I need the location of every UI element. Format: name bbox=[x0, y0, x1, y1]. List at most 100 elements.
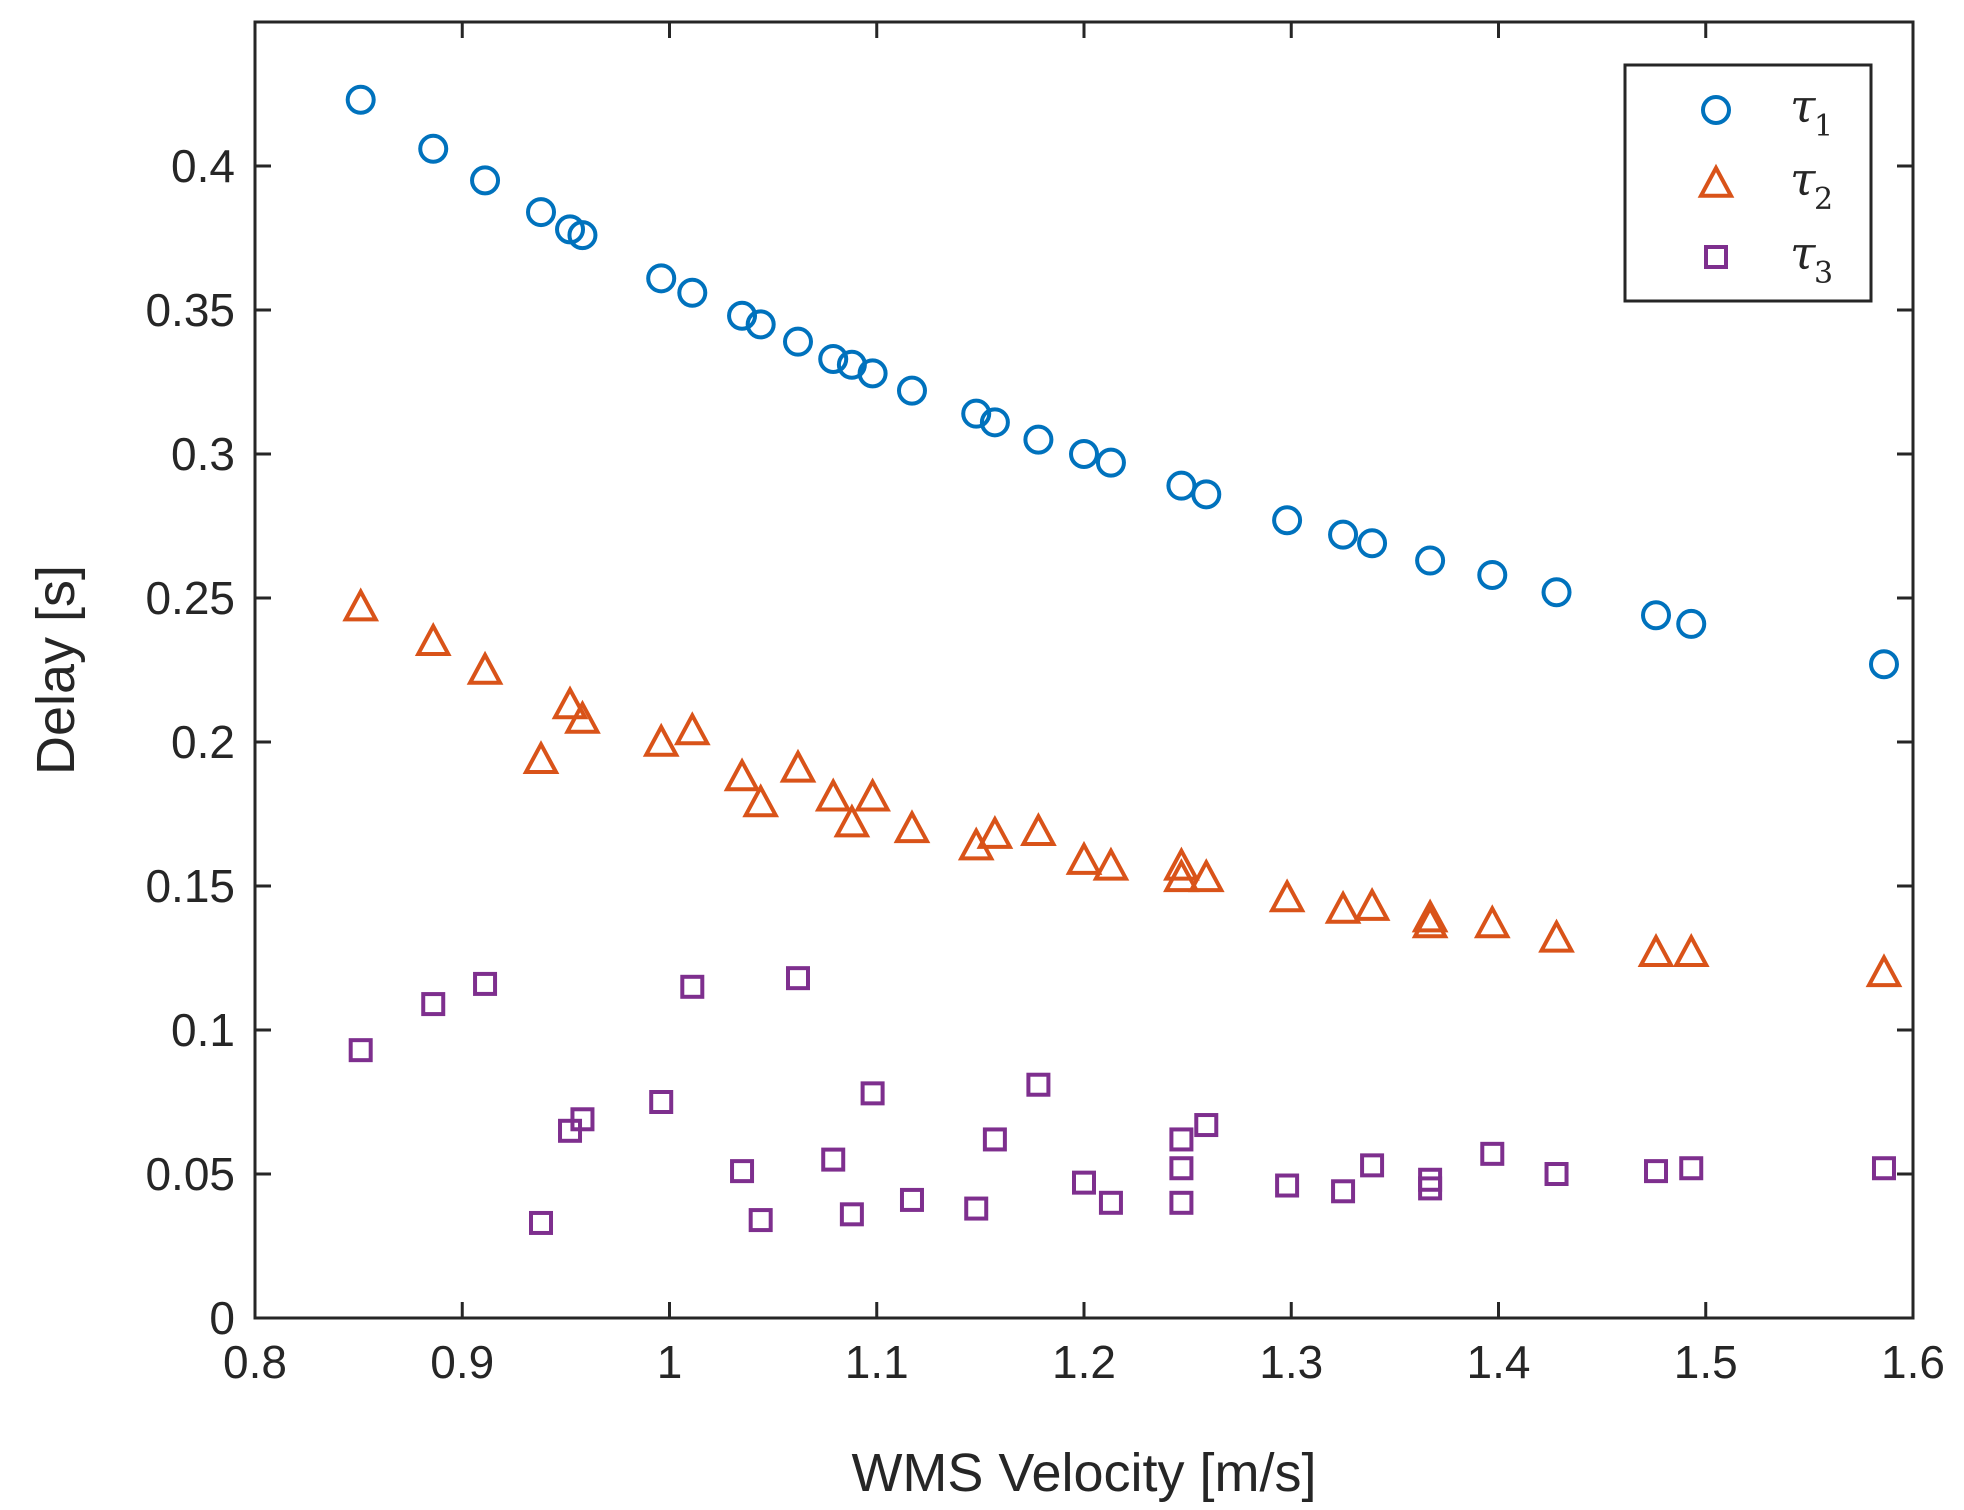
data-point-circle bbox=[979, 407, 1010, 438]
data-point-circle bbox=[1415, 545, 1446, 576]
data-point-square bbox=[570, 1107, 595, 1132]
data-point-square bbox=[1072, 1170, 1096, 1195]
data-point-circle bbox=[1023, 424, 1054, 455]
data-point-square bbox=[1331, 1179, 1356, 1204]
data-point-circle bbox=[1641, 600, 1672, 631]
data-point-triangle bbox=[673, 711, 711, 746]
y-tick-label: 0.1 bbox=[171, 1004, 235, 1056]
data-point-square bbox=[785, 966, 810, 991]
data-point-triangle bbox=[957, 826, 995, 861]
legend-marker-square bbox=[1704, 245, 1728, 269]
y-tick-label: 0.4 bbox=[171, 140, 235, 192]
data-point-triangle bbox=[814, 777, 852, 812]
data-point-triangle bbox=[551, 685, 589, 720]
legend-label: τ bbox=[1790, 226, 1817, 280]
data-point-circle bbox=[818, 343, 849, 374]
data-point-triangle bbox=[1473, 904, 1511, 939]
x-tick-label: 0.9 bbox=[430, 1336, 494, 1388]
data-point-triangle bbox=[1411, 898, 1449, 933]
data-point-circle bbox=[782, 326, 813, 357]
data-point-circle bbox=[727, 300, 758, 331]
data-point-triangle bbox=[742, 783, 780, 818]
data-point-circle bbox=[345, 84, 376, 115]
x-tick-label: 1 bbox=[657, 1336, 683, 1388]
data-point-square bbox=[1360, 1153, 1385, 1178]
data-point-square bbox=[1169, 1156, 1194, 1181]
legend-marker-triangle bbox=[1697, 163, 1735, 198]
data-point-square bbox=[1679, 1156, 1704, 1181]
data-point-triangle bbox=[1672, 933, 1710, 967]
x-tick-label: 1.2 bbox=[1052, 1336, 1116, 1388]
x-tick-label: 1.4 bbox=[1467, 1336, 1531, 1388]
data-point-triangle bbox=[1020, 812, 1057, 847]
data-point-square bbox=[1098, 1190, 1123, 1215]
x-tick-label: 1.5 bbox=[1674, 1336, 1738, 1388]
data-point-triangle bbox=[1187, 858, 1225, 893]
legend-item-1: τ1 bbox=[1701, 79, 1833, 144]
data-point-triangle bbox=[642, 722, 680, 757]
data-point-square bbox=[1275, 1173, 1300, 1198]
data-point-square bbox=[1418, 1176, 1443, 1201]
legend-label-subscript: 3 bbox=[1814, 256, 1833, 291]
data-point-triangle bbox=[1538, 918, 1575, 953]
data-point-circle bbox=[1541, 577, 1572, 608]
data-point-square bbox=[748, 1208, 773, 1233]
data-point-triangle bbox=[1411, 904, 1449, 939]
x-tick-label: 1.3 bbox=[1259, 1336, 1323, 1388]
data-point-triangle bbox=[414, 621, 452, 656]
data-point-square bbox=[529, 1210, 554, 1235]
data-point-triangle bbox=[466, 650, 504, 685]
data-point-square bbox=[649, 1090, 674, 1114]
data-point-square bbox=[1026, 1072, 1051, 1097]
data-point-triangle bbox=[854, 777, 891, 812]
data-point-circle bbox=[1868, 649, 1899, 680]
legend-label-subscript: 1 bbox=[1814, 109, 1833, 144]
legend-marker-circle bbox=[1701, 95, 1731, 125]
data-point-square bbox=[348, 1038, 373, 1063]
data-point-square bbox=[473, 971, 498, 996]
y-tick-label: 0.35 bbox=[145, 284, 235, 336]
data-point-circle bbox=[1272, 505, 1303, 536]
data-point-square bbox=[1644, 1159, 1669, 1184]
data-point-square bbox=[964, 1196, 989, 1221]
data-point-triangle bbox=[342, 587, 380, 622]
data-point-square bbox=[1544, 1162, 1569, 1186]
data-point-circle bbox=[1328, 519, 1359, 550]
data-point-square bbox=[680, 974, 705, 999]
legend-label-subscript: 2 bbox=[1814, 182, 1833, 217]
data-point-triangle bbox=[1163, 858, 1200, 893]
data-point-circle bbox=[677, 277, 708, 308]
legend-item-3: τ3 bbox=[1704, 226, 1833, 291]
y-axis-label: Delay [s] bbox=[26, 565, 86, 775]
legend-box bbox=[1623, 63, 1873, 303]
data-point-triangle bbox=[1637, 933, 1675, 967]
data-point-circle bbox=[1095, 447, 1126, 478]
data-point-square bbox=[821, 1147, 846, 1172]
axis-ticks: 0.8 0.9 1 1.1 1.2 1.3 1.4 1.5 1.6 0 0.05 0.1 0.15 0.2… bbox=[145, 22, 1945, 1388]
data-marks bbox=[342, 84, 1903, 1235]
y-tick-label: 0.05 bbox=[145, 1148, 235, 1200]
data-point-circle bbox=[745, 309, 776, 340]
data-point-circle bbox=[1676, 608, 1707, 639]
data-point-circle bbox=[567, 220, 598, 251]
y-tick-label: 0.2 bbox=[171, 716, 235, 768]
data-point-triangle bbox=[1268, 878, 1306, 913]
series-3 bbox=[348, 966, 1896, 1235]
data-point-triangle bbox=[1163, 846, 1200, 881]
x-tick-label: 1.6 bbox=[1881, 1336, 1945, 1388]
data-point-triangle bbox=[976, 814, 1014, 849]
legend-label: τ bbox=[1790, 79, 1817, 133]
data-point-circle bbox=[470, 165, 501, 196]
data-point-triangle bbox=[1092, 846, 1130, 881]
data-point-square bbox=[1480, 1141, 1505, 1166]
data-point-triangle bbox=[1324, 889, 1362, 924]
x-tick-label: 1.1 bbox=[845, 1336, 909, 1388]
legend-label: τ bbox=[1790, 152, 1817, 206]
data-point-circle bbox=[526, 197, 557, 228]
data-point-circle bbox=[646, 263, 677, 294]
data-point-triangle bbox=[1353, 886, 1391, 921]
data-point-circle bbox=[1069, 439, 1099, 469]
data-point-circle bbox=[1191, 479, 1222, 510]
data-point-triangle bbox=[1065, 840, 1103, 875]
